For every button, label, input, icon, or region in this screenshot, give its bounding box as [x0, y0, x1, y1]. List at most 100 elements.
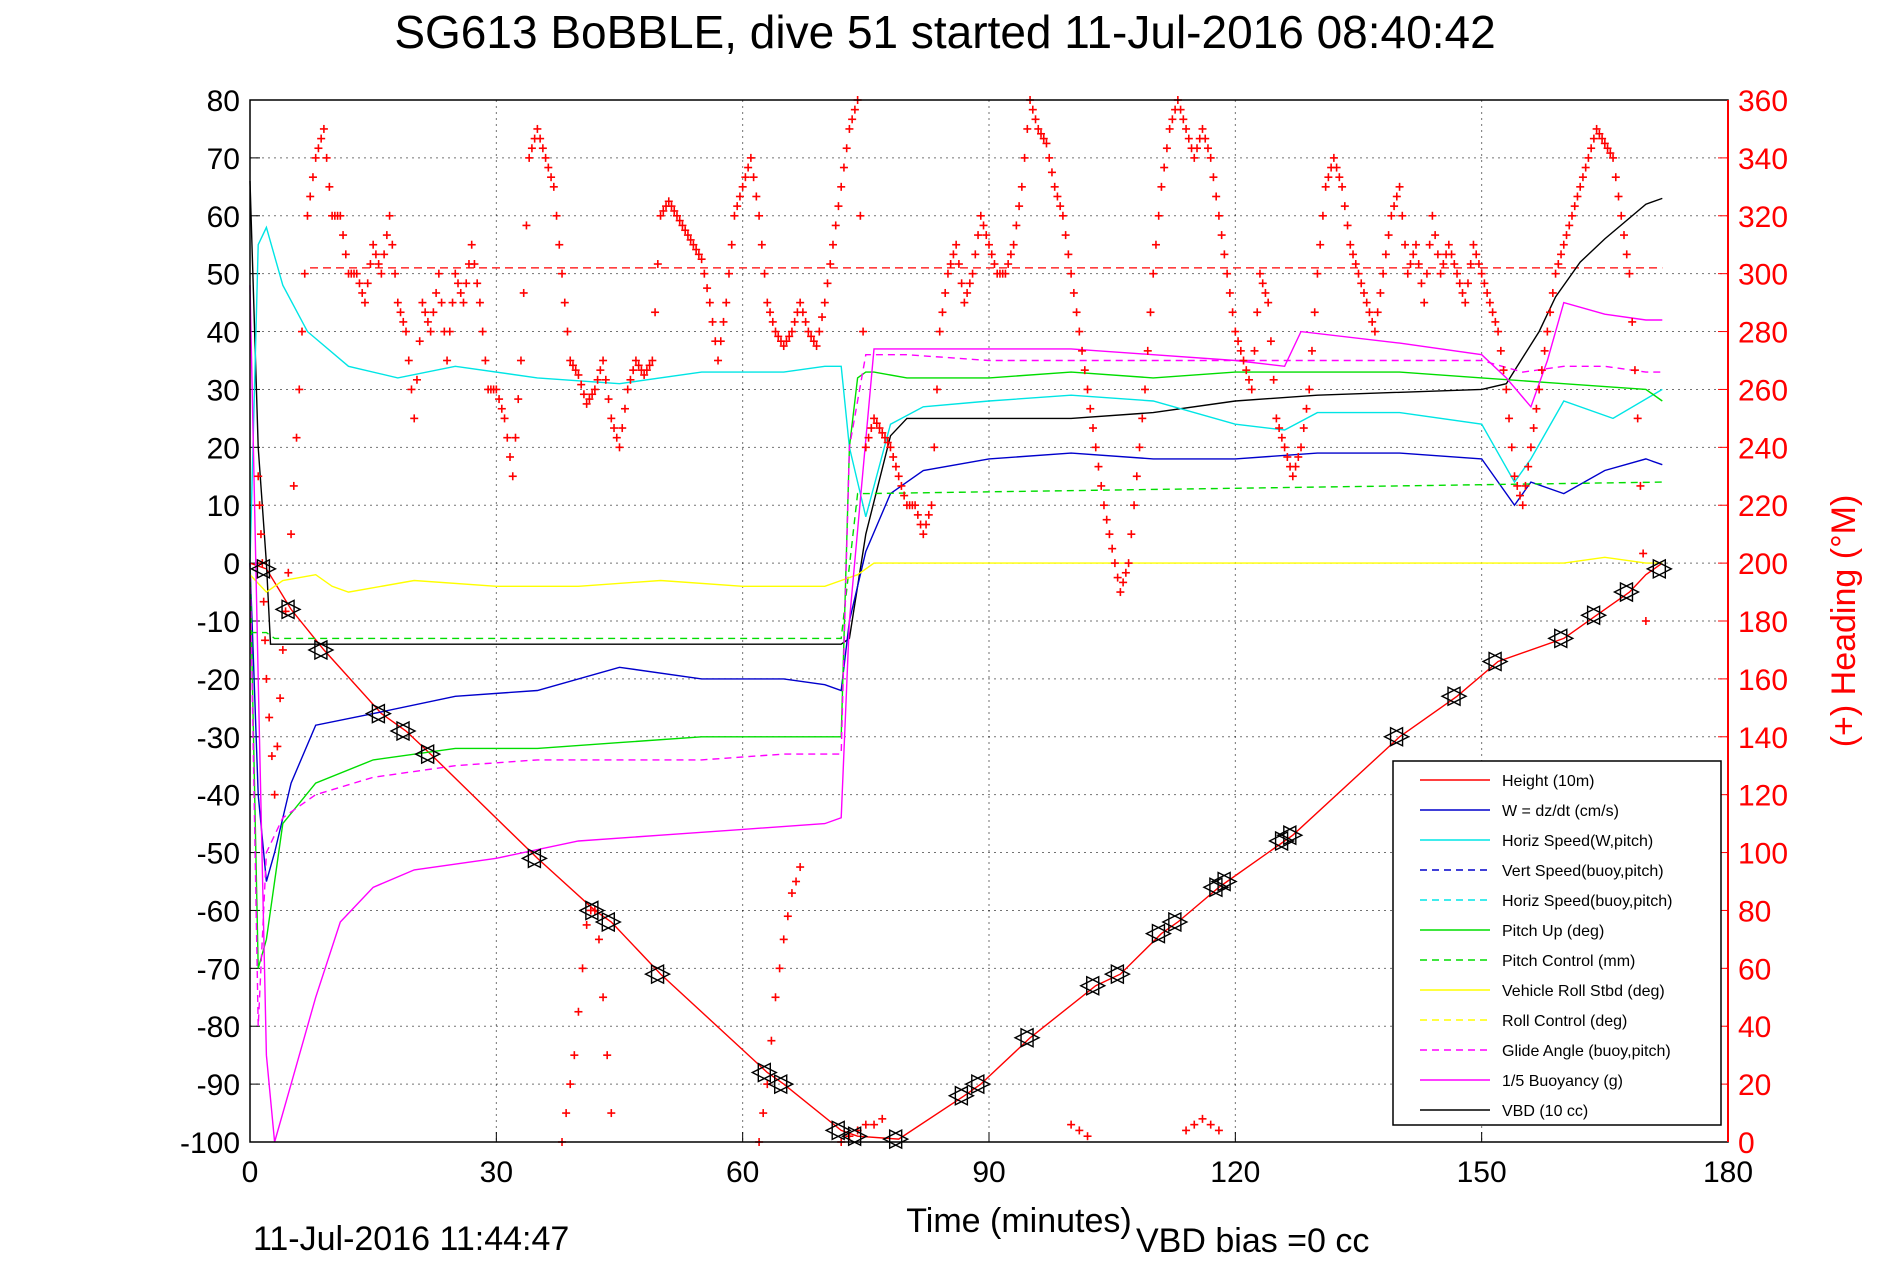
right-tick-label: 120 — [1738, 780, 1788, 813]
heading-point — [752, 192, 761, 201]
heading-point — [1376, 288, 1385, 297]
heading-point — [426, 327, 435, 336]
heading-point — [1214, 211, 1223, 220]
heading-point — [979, 221, 988, 230]
heading-point — [314, 144, 323, 153]
heading-point — [423, 317, 432, 326]
heading-point — [686, 235, 695, 244]
heading-point — [385, 211, 394, 220]
heading-point — [1277, 433, 1286, 442]
heading-point — [380, 250, 389, 259]
heading-point — [1067, 269, 1076, 278]
heading-point — [259, 597, 268, 606]
heading-point — [369, 240, 378, 249]
heading-point — [1414, 260, 1423, 269]
y-tick-label: -100 — [180, 1127, 240, 1160]
heading-point — [1067, 1120, 1076, 1129]
heading-point — [1225, 288, 1234, 297]
heading-point — [864, 433, 873, 442]
heading-point — [1595, 129, 1604, 138]
heading-point — [363, 279, 372, 288]
heading-point — [982, 231, 991, 240]
marker-triangle-left — [274, 599, 295, 620]
heading-point — [371, 250, 380, 259]
heading-point — [834, 202, 843, 211]
marker-triangle-left — [1382, 726, 1404, 747]
heading-point — [1439, 260, 1448, 269]
heading-point — [861, 1120, 870, 1129]
heading-point — [1411, 240, 1420, 249]
heading-point — [429, 308, 438, 317]
heading-point — [856, 211, 865, 220]
right-tick-label: 260 — [1738, 374, 1788, 407]
heading-point — [859, 327, 868, 336]
heading-point — [759, 1109, 768, 1118]
heading-point — [911, 501, 920, 510]
heading-point — [787, 327, 796, 336]
right-tick-label: 60 — [1738, 953, 1771, 986]
series-line-glide-angle-buoy-pitch — [249, 354, 1663, 1027]
heading-point — [404, 356, 413, 365]
heading-point — [473, 279, 482, 288]
heading-point — [1425, 240, 1434, 249]
x-tick-label: 0 — [242, 1156, 259, 1189]
heading-point — [451, 269, 460, 278]
heading-point — [1362, 298, 1371, 307]
heading-point — [317, 134, 326, 143]
heading-point — [374, 260, 383, 269]
heading-point — [360, 298, 369, 307]
heading-point — [355, 279, 364, 288]
marker-triangle-right — [420, 744, 442, 765]
y-tick-label: -20 — [197, 664, 240, 697]
heading-point — [566, 1080, 575, 1089]
heading-point — [1015, 202, 1024, 211]
heading-point — [1417, 279, 1426, 288]
heading-point — [1606, 149, 1615, 158]
heading-point — [1305, 385, 1314, 394]
heading-point — [634, 361, 643, 370]
heading-point — [497, 404, 506, 413]
heading-point — [883, 438, 892, 447]
heading-point — [582, 399, 591, 408]
marker-triangle-left — [1079, 975, 1100, 996]
heading-point — [867, 424, 876, 433]
series-line-w-dz-dt-cm-s — [249, 452, 1663, 882]
heading-point — [952, 240, 961, 249]
heading-point — [1324, 173, 1333, 182]
heading-point — [1614, 192, 1623, 201]
heading-point — [594, 935, 603, 944]
marker-triangle-left — [1580, 605, 1601, 626]
heading-point — [664, 197, 673, 206]
heading-point — [1198, 124, 1207, 133]
marker-triangle-right — [650, 963, 672, 985]
heading-point — [574, 1007, 583, 1016]
right-tick-label: 180 — [1738, 606, 1788, 639]
marker-triangle-left — [947, 1085, 969, 1106]
heading-point — [1086, 404, 1095, 413]
heading-point — [1633, 414, 1642, 423]
heading-point — [527, 144, 536, 153]
marker-triangle-right — [971, 1073, 992, 1095]
heading-point — [1223, 269, 1232, 278]
y-tick-label: -80 — [197, 1011, 240, 1044]
heading-point — [792, 877, 801, 886]
heading-point — [1567, 211, 1576, 220]
heading-point — [393, 298, 402, 307]
marker-triangle-left — [1612, 581, 1634, 603]
heading-point — [377, 269, 386, 278]
heading-point — [1198, 1114, 1207, 1123]
heading-point — [421, 308, 430, 317]
right-tick-label: 300 — [1738, 259, 1788, 292]
heading-point — [254, 472, 263, 481]
y-tick-label: 80 — [207, 85, 240, 118]
heading-point — [270, 790, 279, 799]
heading-point — [1488, 308, 1497, 317]
heading-point — [1316, 240, 1325, 249]
heading-point — [946, 260, 955, 269]
heading-point — [870, 1120, 879, 1129]
legend-label: Horiz Speed(W,pitch) — [1502, 833, 1653, 850]
heading-point — [1354, 269, 1363, 278]
y-tick-label: 30 — [207, 374, 240, 407]
marker-triangle-left — [1268, 830, 1289, 852]
marker-triangle-left — [1481, 651, 1502, 672]
